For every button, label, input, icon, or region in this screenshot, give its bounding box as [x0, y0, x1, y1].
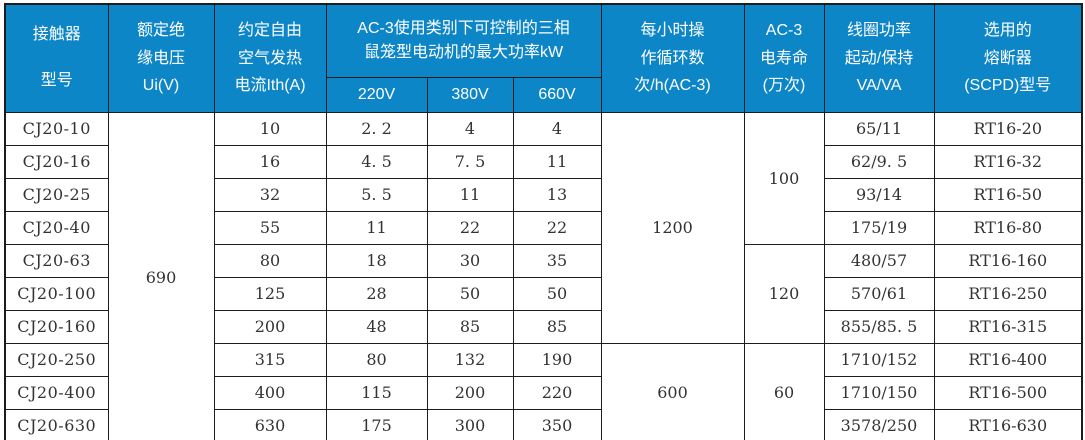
- cell-fuse: RT16-400: [933, 342, 1083, 377]
- cell-ith: 315: [213, 342, 327, 377]
- cell-model: CJ20-160: [4, 309, 109, 344]
- header-voltage-380v: 380V: [426, 76, 514, 113]
- cell-life-60: 60: [743, 342, 825, 440]
- cell-p660: 85: [512, 309, 602, 344]
- cell-p220: 80: [325, 342, 428, 377]
- table-row: CJ20-100 125 28 50 50 570/61 RT16-250: [4, 276, 1083, 311]
- cell-fuse: RT16-160: [933, 243, 1083, 278]
- cell-model: CJ20-25: [4, 177, 109, 212]
- cell-fuse: RT16-315: [933, 309, 1083, 344]
- cell-p660: 35: [512, 243, 602, 278]
- cell-p660: 190: [512, 342, 602, 377]
- cell-cycles-600: 600: [600, 342, 745, 440]
- table-row: CJ20-25 32 5. 5 11 13 93/14 RT16-50: [4, 177, 1083, 212]
- table-row: CJ20-40 55 11 22 22 175/19 RT16-80: [4, 210, 1083, 245]
- cell-p380: 132: [426, 342, 514, 377]
- cell-ith: 400: [213, 375, 327, 410]
- cell-p660: 50: [512, 276, 602, 311]
- cell-p220: 5. 5: [325, 177, 428, 212]
- cell-coil: 1710/150: [823, 375, 935, 410]
- cell-coil: 480/57: [823, 243, 935, 278]
- cell-p660: 350: [512, 408, 602, 440]
- header-thermal-current: 约定自由 空气发热 电流Ith(A): [213, 3, 327, 113]
- header-voltage-660v: 660V: [512, 76, 602, 113]
- cell-ith: 10: [213, 111, 327, 146]
- table-row: CJ20-630 630 175 300 350 3578/250 RT16-6…: [4, 408, 1083, 440]
- cell-model: CJ20-400: [4, 375, 109, 410]
- cell-model: CJ20-40: [4, 210, 109, 245]
- cell-coil: 93/14: [823, 177, 935, 212]
- cell-ith: 200: [213, 309, 327, 344]
- cell-fuse: RT16-50: [933, 177, 1083, 212]
- cell-coil: 1710/152: [823, 342, 935, 377]
- cell-fuse: RT16-250: [933, 276, 1083, 311]
- table-row: CJ20-63 80 18 30 35 120 480/57 RT16-160: [4, 243, 1083, 344]
- header-operating-cycles: 每小时操 作循环数 次/h(AC-3): [600, 3, 745, 113]
- cell-p220: 28: [325, 276, 428, 311]
- cell-p220: 11: [325, 210, 428, 245]
- cell-model: CJ20-250: [4, 342, 109, 377]
- cell-p220: 115: [325, 375, 428, 410]
- header-rated-insulation-voltage: 额定绝 缘电压 Ui(V): [107, 3, 215, 113]
- cell-p220: 2. 2: [325, 111, 428, 146]
- cell-ith: 32: [213, 177, 327, 212]
- cell-p380: 11: [426, 177, 514, 212]
- cell-cycles-1200: 1200: [600, 111, 745, 344]
- contactor-spec-table: 接触器 型号 额定绝 缘电压 Ui(V) 约定自由 空气发热 电流Ith(A) …: [4, 3, 1083, 440]
- cell-p220: 48: [325, 309, 428, 344]
- cell-p380: 4: [426, 111, 514, 146]
- cell-model: CJ20-16: [4, 144, 109, 179]
- cell-p380: 7. 5: [426, 144, 514, 179]
- cell-fuse: RT16-500: [933, 375, 1083, 410]
- header-contactor-model: 接触器 型号: [4, 3, 109, 113]
- cell-p380: 50: [426, 276, 514, 311]
- cell-ith: 16: [213, 144, 327, 179]
- cell-fuse: RT16-630: [933, 408, 1083, 440]
- header-voltage-220v: 220V: [325, 76, 428, 113]
- cell-coil: 62/9. 5: [823, 144, 935, 179]
- cell-p660: 22: [512, 210, 602, 245]
- cell-p220: 175: [325, 408, 428, 440]
- cell-p220: 18: [325, 243, 428, 278]
- cell-fuse: RT16-80: [933, 210, 1083, 245]
- cell-coil: 175/19: [823, 210, 935, 245]
- header-ac3-max-power: AC-3使用类别下可控制的三相 鼠笼型电动机的最大功率kW: [325, 3, 602, 78]
- cell-model: CJ20-100: [4, 276, 109, 311]
- cell-ith: 125: [213, 276, 327, 311]
- header-coil-power: 线圈功率 起动/保持 VA/VA: [823, 3, 935, 113]
- cell-p660: 220: [512, 375, 602, 410]
- cell-ith: 630: [213, 408, 327, 440]
- cell-model: CJ20-10: [4, 111, 109, 146]
- cell-model: CJ20-630: [4, 408, 109, 440]
- cell-p380: 300: [426, 408, 514, 440]
- cell-coil: 3578/250: [823, 408, 935, 440]
- cell-life-100: 100: [743, 111, 825, 245]
- cell-fuse: RT16-32: [933, 144, 1083, 179]
- cell-p660: 13: [512, 177, 602, 212]
- header-electrical-life: AC-3 电寿命 (万次): [743, 3, 825, 113]
- cell-p380: 22: [426, 210, 514, 245]
- cell-coil: 570/61: [823, 276, 935, 311]
- cell-p660: 11: [512, 144, 602, 179]
- cell-p220: 4. 5: [325, 144, 428, 179]
- cell-ith: 55: [213, 210, 327, 245]
- cell-model: CJ20-63: [4, 243, 109, 278]
- cell-coil: 65/11: [823, 111, 935, 146]
- cell-p380: 85: [426, 309, 514, 344]
- table-row: CJ20-16 16 4. 5 7. 5 11 62/9. 5 RT16-32: [4, 144, 1083, 179]
- cell-p660: 4: [512, 111, 602, 146]
- cell-life-120: 120: [743, 243, 825, 344]
- cell-fuse: RT16-20: [933, 111, 1083, 146]
- table-row: CJ20-10 690 10 2. 2 4 4 1200 100 65/11 R…: [4, 111, 1083, 440]
- cell-ui-voltage: 690: [107, 111, 215, 440]
- cell-p380: 30: [426, 243, 514, 278]
- cell-p380: 200: [426, 375, 514, 410]
- header-fuse: 选用的 熔断器 (SCPD)型号: [933, 3, 1083, 113]
- cell-coil: 855/85. 5: [823, 309, 935, 344]
- cell-ith: 80: [213, 243, 327, 278]
- table-row: CJ20-400 400 115 200 220 1710/150 RT16-5…: [4, 375, 1083, 410]
